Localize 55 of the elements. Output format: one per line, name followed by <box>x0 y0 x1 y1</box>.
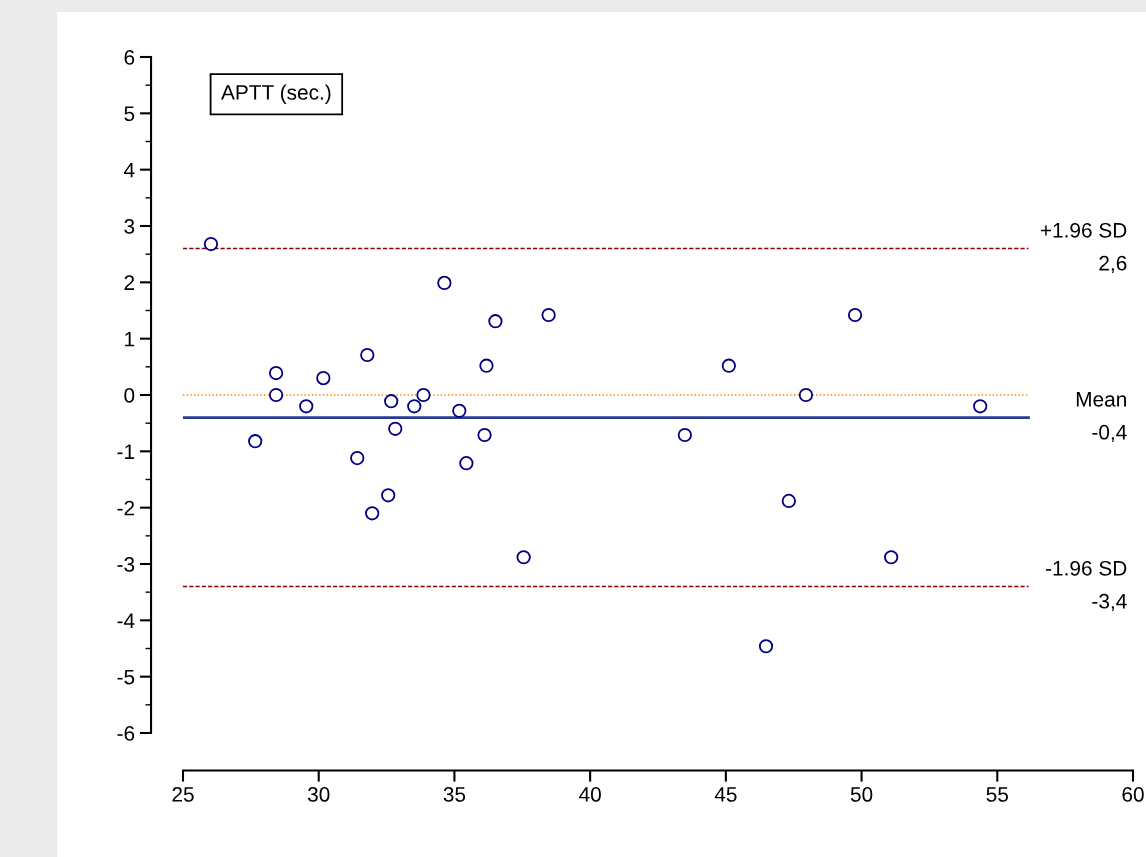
point <box>884 550 899 565</box>
y-tick-label: -2 <box>117 500 135 516</box>
y-tick-label: -6 <box>117 726 135 741</box>
y-tick-label: 2 <box>124 275 135 290</box>
x-tick-label: 60 <box>1122 787 1144 802</box>
point <box>365 506 380 521</box>
point <box>516 550 531 565</box>
y-tick-label: -3 <box>117 557 135 572</box>
y-tick-label: 6 <box>124 50 135 65</box>
point <box>268 365 284 381</box>
point <box>847 307 863 323</box>
point <box>316 370 331 386</box>
point <box>798 387 814 403</box>
y-tick-label: 4 <box>123 162 135 178</box>
y-tick-label: 0 <box>124 388 135 403</box>
point <box>416 387 431 403</box>
y-tick-label: -1 <box>117 444 135 459</box>
point <box>541 307 556 323</box>
x-tick-label: 45 <box>714 787 737 802</box>
x-tick-label: 35 <box>443 787 466 802</box>
ref-line-label: -1.96 SD -3,4 <box>1046 560 1127 612</box>
point <box>477 427 492 443</box>
point <box>721 358 736 373</box>
point <box>350 450 365 466</box>
y-tick-label: 1 <box>125 331 135 347</box>
point <box>488 314 503 329</box>
point <box>360 347 375 363</box>
point <box>677 427 692 443</box>
point <box>388 421 403 436</box>
point <box>248 434 263 449</box>
y-tick-label: -4 <box>117 613 135 628</box>
x-tick-label: 50 <box>850 787 873 802</box>
y-tick-label: -5 <box>117 669 135 685</box>
point <box>203 236 219 252</box>
annotation: APTT (sec.) <box>221 84 331 104</box>
ref-line-label: +1.96 SD 2,6 <box>1040 222 1127 274</box>
ref-line-label: Mean -0,4 <box>1076 392 1127 443</box>
x-tick-label: 30 <box>307 787 330 802</box>
y-tick-label: 3 <box>124 219 135 234</box>
point <box>459 456 474 471</box>
point <box>381 488 396 503</box>
point <box>268 387 284 403</box>
point <box>781 493 796 509</box>
x-tick-label: 55 <box>986 787 1008 802</box>
x-tick-label: 40 <box>579 787 601 802</box>
point <box>407 399 422 414</box>
point <box>758 639 774 654</box>
point <box>973 399 988 414</box>
x-tick-label: 25 <box>172 787 194 802</box>
point <box>479 358 494 373</box>
point <box>299 399 314 414</box>
point <box>384 394 399 409</box>
y-tick-label: 5 <box>124 106 135 122</box>
point <box>437 275 452 291</box>
point <box>452 403 467 418</box>
